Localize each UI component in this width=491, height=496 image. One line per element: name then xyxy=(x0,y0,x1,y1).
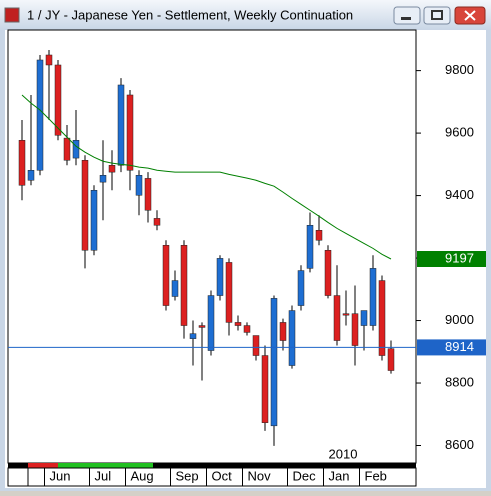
x-tick-label: Jun xyxy=(50,468,71,483)
candle-body xyxy=(315,230,323,241)
x-tick-label: Feb xyxy=(365,468,387,483)
x-tick-label: Jul xyxy=(95,468,112,483)
candle-body xyxy=(54,64,62,136)
candle-body xyxy=(162,245,170,306)
candle-body xyxy=(279,322,287,341)
y-tick-label: 9400 xyxy=(445,187,474,202)
candle-body xyxy=(189,333,197,339)
candle-body xyxy=(45,54,53,66)
time-strip xyxy=(8,463,416,468)
candle-body xyxy=(126,94,134,171)
candle-body xyxy=(333,295,341,341)
candle-body xyxy=(36,59,44,171)
candle-body xyxy=(297,270,305,306)
x-tick-label: Aug xyxy=(131,468,154,483)
price-label-box xyxy=(417,250,486,267)
moving-average xyxy=(21,94,392,260)
plot-area xyxy=(7,29,417,464)
candle-body xyxy=(234,322,242,326)
candle-body xyxy=(117,84,125,166)
candle-body xyxy=(351,313,359,346)
candle-body xyxy=(378,280,386,356)
candle-body xyxy=(81,160,89,251)
candle-body xyxy=(18,140,26,186)
axis-corner xyxy=(7,467,29,487)
candle-body xyxy=(324,249,332,296)
x-tick-label: Sep xyxy=(176,468,199,483)
time-strip-segment xyxy=(28,463,58,468)
app-icon xyxy=(4,7,20,23)
year-annotation: 2010 xyxy=(329,446,358,461)
restore-icon xyxy=(431,10,443,20)
candle-body xyxy=(108,165,116,173)
candle-body xyxy=(306,225,314,269)
chart-title: 1 / JY - Japanese Yen - Settlement, Week… xyxy=(27,7,353,22)
x-tick-label: Dec xyxy=(293,468,317,483)
candle-body xyxy=(90,190,98,251)
minimize-icon xyxy=(401,17,411,20)
candle-body xyxy=(207,295,215,351)
candle-body xyxy=(288,310,296,366)
candle-body xyxy=(243,325,251,333)
candle-body xyxy=(144,178,152,211)
y-tick-label: 8800 xyxy=(445,374,474,389)
y-tick-label: 9600 xyxy=(445,125,474,140)
minimize-button[interactable] xyxy=(393,6,421,25)
candle-body xyxy=(72,140,80,159)
price-label: 8914 xyxy=(445,339,474,354)
price-label-box xyxy=(417,339,486,356)
candle-body xyxy=(99,175,107,183)
close-icon xyxy=(464,10,476,21)
candle-body xyxy=(252,335,260,356)
candle-body xyxy=(216,258,224,296)
x-tick-label: Jan xyxy=(329,468,350,483)
y-tick-label: 9800 xyxy=(445,62,474,77)
candle-body xyxy=(225,262,233,323)
candle-body xyxy=(387,348,395,371)
candle-body xyxy=(198,325,206,328)
candle-body xyxy=(135,175,143,196)
y-tick-label: 8600 xyxy=(445,437,474,452)
candle-body xyxy=(180,245,188,326)
time-strip-segment xyxy=(58,463,153,468)
restore-button[interactable] xyxy=(423,6,451,25)
x-tick-label: Oct xyxy=(212,468,233,483)
price-label: 9197 xyxy=(445,250,474,265)
candle-body xyxy=(171,280,179,297)
candle-body xyxy=(369,268,377,326)
candle-body xyxy=(342,313,350,316)
candle-body xyxy=(27,170,35,181)
candle-body xyxy=(63,137,71,161)
candle-body xyxy=(360,310,368,326)
candle-body xyxy=(270,298,278,427)
candle-body xyxy=(153,218,161,226)
candle-body xyxy=(261,355,269,423)
x-tick-label: Nov xyxy=(248,468,272,483)
y-tick-label: 9000 xyxy=(445,312,474,327)
